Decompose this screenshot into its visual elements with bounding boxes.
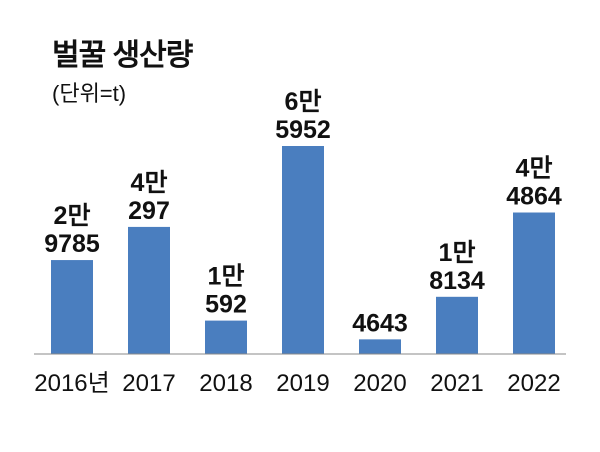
bar-1-value-label-line-1: 2만	[54, 202, 91, 230]
category-label-7: 2022	[507, 370, 560, 397]
bar-5	[359, 339, 401, 354]
bar-2	[128, 226, 170, 354]
bar-2-value-label-line-2: 297	[128, 197, 170, 225]
chart-unit-label: (단위=t)	[52, 81, 127, 106]
category-label-4: 2019	[276, 370, 329, 397]
bar-1	[51, 260, 93, 354]
bar-5-value-label-line-1: 4643	[352, 309, 408, 337]
category-label-group: 2016년 2017 2018 2019 2020 2021 2022	[34, 370, 560, 397]
category-label-2: 2017	[122, 370, 175, 397]
chart-title: 벌꿀 생산량	[52, 39, 193, 72]
bar-7	[513, 212, 555, 354]
bar-6-value-label-line-2: 8134	[429, 267, 485, 295]
bar-2-value-label-line-1: 4만	[131, 169, 168, 197]
category-label-3: 2018	[199, 370, 252, 397]
bar-6	[436, 296, 478, 354]
bar-4	[282, 146, 324, 354]
bar-1-value-label-line-2: 9785	[44, 230, 100, 258]
bar-7-value-label-line-1: 4만	[516, 155, 553, 183]
bar-7-value-label-line-2: 4864	[506, 183, 562, 211]
category-label-6: 2021	[430, 370, 483, 397]
bar-4-value-label-line-2: 5952	[275, 116, 331, 144]
bar-3	[205, 320, 247, 354]
bar-group	[51, 146, 555, 354]
category-label-1: 2016년	[34, 370, 109, 397]
bar-6-value-label-line-1: 1만	[439, 239, 476, 267]
bar-3-value-label-line-1: 1만	[208, 263, 245, 291]
bar-3-value-label-line-2: 592	[205, 291, 247, 319]
bar-4-value-label-line-1: 6만	[285, 88, 322, 116]
category-label-5: 2020	[353, 370, 406, 397]
